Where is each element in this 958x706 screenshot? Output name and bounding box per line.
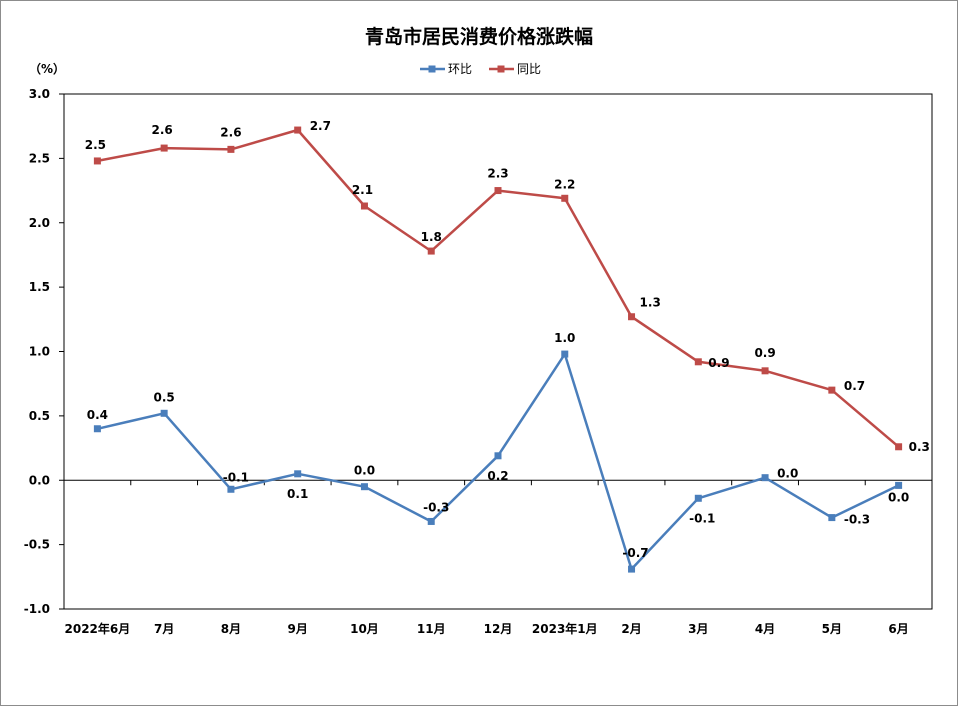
y-tick-label: 0.5 — [29, 409, 50, 423]
x-tick-label: 6月 — [888, 622, 908, 636]
y-tick-label: -0.5 — [24, 538, 50, 552]
series-layer — [93, 126, 903, 573]
data-label: 0.4 — [87, 408, 108, 422]
x-tick-label: 2022年6月 — [65, 621, 131, 636]
x-tick-label: 3月 — [688, 622, 708, 636]
x-tick-label: 5月 — [822, 622, 842, 636]
y-tick-label: 2.0 — [29, 216, 50, 230]
legend-label-tongbi: 同比 — [517, 62, 541, 76]
data-point — [561, 350, 569, 358]
y-tick-label: 3.0 — [29, 87, 50, 101]
data-point — [427, 517, 435, 525]
data-label: 0.0 — [354, 464, 375, 478]
y-axis-unit-label: （%） — [29, 61, 65, 76]
legend-marker-huanbi — [428, 65, 436, 73]
data-label: 0.9 — [708, 356, 729, 370]
data-point — [628, 565, 636, 573]
x-tick-label: 8月 — [221, 622, 241, 636]
y-axis: 3.0 2.5 2.0 1.5 1.0 0.5 0.0 -0.5 -1.0 — [24, 87, 64, 616]
data-label: 1.3 — [640, 296, 661, 310]
data-point — [93, 425, 101, 433]
data-label: -0.1 — [689, 511, 715, 525]
data-point — [828, 514, 836, 522]
data-label-layer: 0.4 0.5 -0.1 0.1 0.0 -0.3 0.2 1.0 -0.7 -0.1 0.0 -0.… — [85, 119, 930, 560]
data-point — [895, 481, 903, 489]
x-axis: 2022年6月 7月 8月 9月 10月 11月 12月 2023年1月 2月 3月 4月 5月 6月 — [63, 480, 933, 636]
data-point — [761, 367, 769, 375]
series-huanbi — [93, 350, 903, 573]
x-tick-label: 11月 — [417, 622, 446, 636]
legend-item-huanbi: 环比 — [420, 62, 472, 76]
data-point — [494, 452, 502, 460]
data-label: 1.8 — [421, 230, 442, 244]
x-tick-label: 10月 — [350, 622, 379, 636]
data-point — [694, 494, 702, 502]
chart-title: 青岛市居民消费价格涨跌幅 — [365, 25, 593, 48]
legend-item-tongbi: 同比 — [489, 62, 541, 76]
y-tick-label: 1.0 — [29, 345, 50, 359]
series-tongbi — [93, 126, 903, 451]
data-point — [360, 202, 368, 210]
x-tick-label: 9月 — [288, 622, 308, 636]
data-point — [227, 145, 235, 153]
x-tick-label: 12月 — [484, 622, 513, 636]
data-point — [227, 485, 235, 493]
data-point — [494, 187, 502, 195]
data-point — [628, 313, 636, 321]
legend: 环比 同比 — [420, 62, 541, 76]
data-label: 2.2 — [554, 177, 575, 191]
data-point — [895, 443, 903, 451]
data-label: 0.2 — [487, 469, 508, 483]
data-label: 2.3 — [487, 167, 508, 181]
data-label: 0.0 — [888, 490, 909, 504]
data-label: -0.1 — [223, 470, 249, 484]
data-point — [360, 483, 368, 491]
data-label: -0.7 — [622, 546, 648, 560]
data-label: 0.5 — [154, 390, 175, 404]
data-point — [761, 474, 769, 482]
y-tick-label: 0.0 — [29, 473, 50, 487]
data-label: 2.7 — [310, 119, 331, 133]
data-label: 0.7 — [844, 379, 865, 393]
data-point — [93, 157, 101, 165]
data-label: -0.3 — [423, 500, 449, 514]
data-point — [160, 409, 168, 417]
data-point — [427, 247, 435, 255]
data-label: 2.6 — [220, 125, 241, 139]
x-tick-label: 2023年1月 — [532, 621, 598, 636]
y-tick-label: 1.5 — [29, 280, 50, 294]
data-point — [294, 470, 302, 478]
data-label: 0.9 — [754, 346, 775, 360]
data-label: 2.5 — [85, 138, 106, 152]
series-line — [97, 352, 900, 571]
data-label: 2.6 — [152, 123, 173, 137]
legend-marker-tongbi — [497, 65, 505, 73]
data-point — [160, 144, 168, 152]
data-point — [294, 126, 302, 134]
data-label: 2.1 — [352, 183, 373, 197]
legend-label-huanbi: 环比 — [448, 62, 472, 76]
data-label: 0.3 — [909, 440, 930, 454]
data-point — [561, 194, 569, 202]
x-tick-label: 4月 — [755, 622, 775, 636]
data-label: 1.0 — [554, 331, 575, 345]
data-label: -0.3 — [844, 513, 870, 527]
data-point — [828, 386, 836, 394]
data-point — [694, 358, 702, 366]
x-tick-label: 7月 — [154, 622, 174, 636]
data-label: 0.1 — [287, 487, 308, 501]
x-tick-label: 2月 — [621, 622, 641, 636]
data-label: 0.0 — [777, 467, 798, 481]
y-tick-label: -1.0 — [24, 602, 50, 616]
y-tick-label: 2.5 — [29, 151, 50, 165]
